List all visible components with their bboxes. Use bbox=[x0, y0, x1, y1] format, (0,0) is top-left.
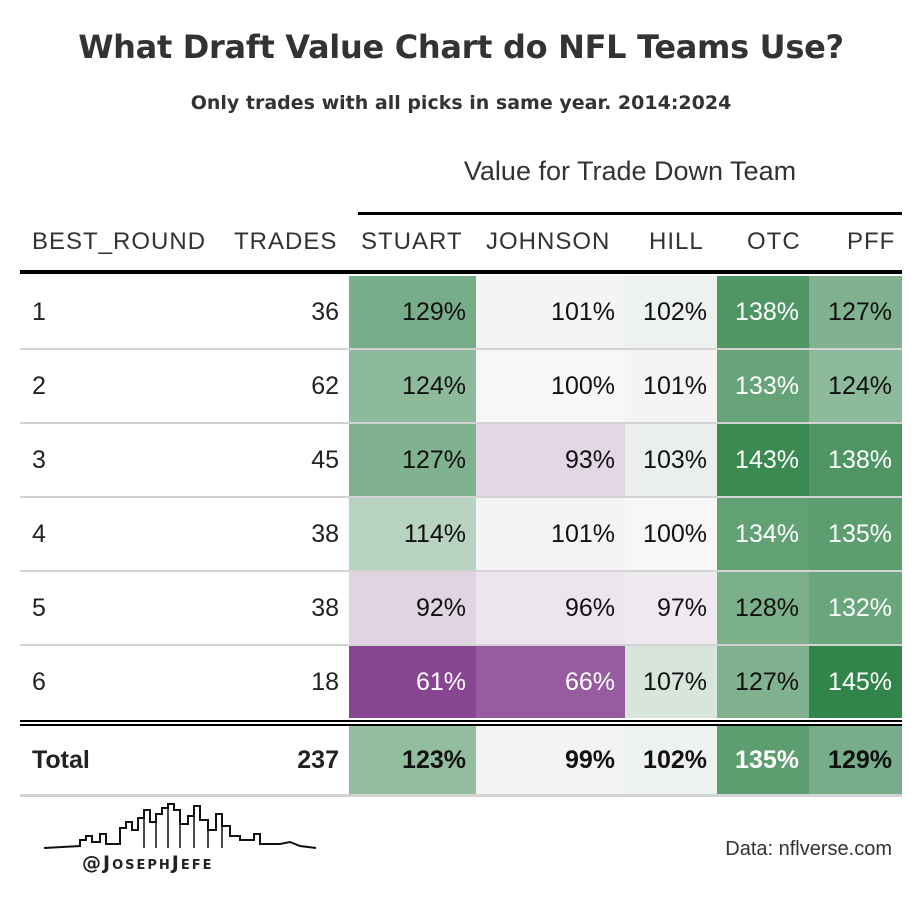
column-header-best-round: BEST_ROUND bbox=[32, 228, 207, 255]
row-divider bbox=[20, 644, 902, 646]
column-header-hill: HILL bbox=[649, 228, 704, 255]
chart-title: What Draft Value Chart do NFL Teams Use? bbox=[78, 28, 844, 66]
row-divider bbox=[20, 570, 902, 572]
column-header-johnson: JOHNSON bbox=[486, 228, 611, 255]
author-handle: @JosephJefe bbox=[82, 852, 214, 874]
trades-cell: 38 bbox=[311, 519, 339, 548]
trades-cell: 36 bbox=[311, 297, 339, 326]
column-spanner-label: Value for Trade Down Team bbox=[463, 156, 797, 186]
trades-cell: 62 bbox=[311, 371, 339, 400]
skyline-logo bbox=[43, 803, 317, 849]
trades-cell: 38 bbox=[311, 593, 339, 622]
row-label: 2 bbox=[32, 371, 46, 400]
value-cell-johnson: 101% bbox=[476, 498, 625, 570]
value-cell-pff: 135% bbox=[809, 498, 902, 570]
total-value-stuart: 123% bbox=[349, 726, 476, 794]
value-cell-stuart: 92% bbox=[349, 572, 476, 644]
column-header-pff: PFF bbox=[847, 228, 896, 255]
spanner-underline bbox=[358, 212, 902, 215]
value-cell-pff: 124% bbox=[809, 350, 902, 422]
trades-cell: 18 bbox=[311, 667, 339, 696]
value-cell-johnson: 100% bbox=[476, 350, 625, 422]
total-rule bbox=[20, 720, 902, 722]
column-header-trades: TRADES bbox=[234, 228, 338, 255]
value-cell-johnson: 66% bbox=[476, 646, 625, 718]
row-divider bbox=[20, 496, 902, 498]
total-value-otc: 135% bbox=[717, 726, 809, 794]
value-cell-johnson: 101% bbox=[476, 276, 625, 348]
value-cell-johnson: 93% bbox=[476, 424, 625, 496]
value-cell-otc: 143% bbox=[717, 424, 809, 496]
row-label: 1 bbox=[32, 297, 46, 326]
value-cell-stuart: 61% bbox=[349, 646, 476, 718]
value-cell-otc: 134% bbox=[717, 498, 809, 570]
row-label: 4 bbox=[32, 519, 46, 548]
value-cell-otc: 138% bbox=[717, 276, 809, 348]
value-cell-pff: 132% bbox=[809, 572, 902, 644]
value-cell-hill: 107% bbox=[625, 646, 717, 718]
value-cell-stuart: 124% bbox=[349, 350, 476, 422]
total-rule bbox=[20, 724, 902, 726]
total-value-pff: 129% bbox=[809, 726, 902, 794]
value-cell-otc: 127% bbox=[717, 646, 809, 718]
value-cell-stuart: 127% bbox=[349, 424, 476, 496]
value-cell-pff: 127% bbox=[809, 276, 902, 348]
chart-subtitle: Only trades with all picks in same year.… bbox=[190, 92, 732, 114]
value-cell-hill: 103% bbox=[625, 424, 717, 496]
value-cell-johnson: 96% bbox=[476, 572, 625, 644]
value-cell-stuart: 114% bbox=[349, 498, 476, 570]
table-bottom-rule bbox=[20, 794, 902, 797]
value-cell-hill: 101% bbox=[625, 350, 717, 422]
row-divider bbox=[20, 348, 902, 350]
data-source: Data: nflverse.com bbox=[725, 838, 892, 860]
row-divider bbox=[20, 422, 902, 424]
total-trades: 237 bbox=[297, 745, 339, 774]
total-value-johnson: 99% bbox=[476, 726, 625, 794]
row-label: 3 bbox=[32, 445, 46, 474]
total-label: Total bbox=[32, 745, 90, 774]
value-cell-pff: 138% bbox=[809, 424, 902, 496]
value-cell-otc: 133% bbox=[717, 350, 809, 422]
column-header-stuart: STUART bbox=[361, 228, 463, 255]
row-label: 5 bbox=[32, 593, 46, 622]
value-cell-hill: 102% bbox=[625, 276, 717, 348]
value-cell-hill: 97% bbox=[625, 572, 717, 644]
column-header-otc: OTC bbox=[747, 228, 801, 255]
header-rule bbox=[20, 270, 902, 274]
value-cell-pff: 145% bbox=[809, 646, 902, 718]
value-cell-hill: 100% bbox=[625, 498, 717, 570]
value-cell-otc: 128% bbox=[717, 572, 809, 644]
total-value-hill: 102% bbox=[625, 726, 717, 794]
trades-cell: 45 bbox=[311, 445, 339, 474]
value-cell-stuart: 129% bbox=[349, 276, 476, 348]
row-label: 6 bbox=[32, 667, 46, 696]
